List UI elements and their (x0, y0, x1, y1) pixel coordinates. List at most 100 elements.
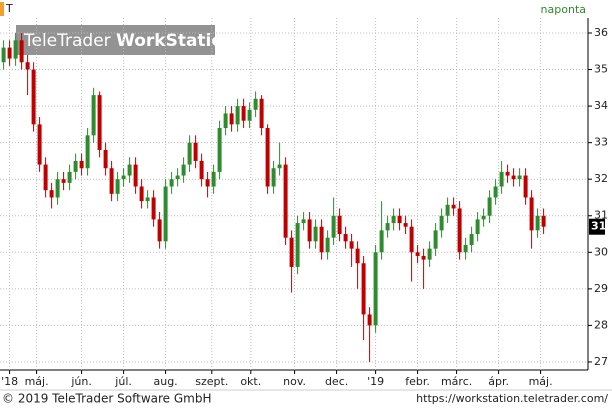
candle-body (7, 47, 12, 59)
y-tick-label: 27 (594, 355, 608, 368)
candle-body (469, 234, 474, 245)
candle-body (169, 179, 174, 187)
x-tick-label: aug. (153, 375, 177, 388)
symbol-marker: T (5, 2, 13, 15)
candle-body (187, 142, 192, 165)
candle-body (463, 244, 468, 253)
candle-body (157, 219, 162, 242)
candle-body (199, 160, 204, 180)
candle-body (151, 197, 156, 220)
candle-body (193, 142, 198, 161)
y-tick-label: 29 (594, 282, 608, 295)
candle-body (19, 40, 24, 63)
y-tick-label: 34 (594, 99, 608, 112)
candle-body (403, 223, 408, 227)
candle-body (79, 160, 84, 169)
logo: TeleTrader WorkStation (23, 31, 235, 51)
x-tick-label: máj. (529, 375, 553, 388)
candle-body (55, 179, 60, 198)
x-tick-label: febr. (405, 375, 430, 388)
candle-body (337, 215, 342, 235)
candle-body (529, 197, 534, 231)
candle-body (457, 208, 462, 253)
candle-body (499, 171, 504, 187)
candle-body (253, 98, 258, 110)
y-tick-label: 28 (594, 318, 608, 331)
candle-body (307, 219, 312, 242)
candle-body (37, 124, 42, 165)
candle-body (127, 164, 132, 176)
copyright: © 2019 TeleTrader Software GmbH (2, 392, 212, 406)
candle-body (379, 230, 384, 253)
candle-body (265, 128, 270, 187)
x-tick-label: '19 (367, 375, 384, 388)
x-tick-label: '18 (1, 375, 18, 388)
candle-body (85, 135, 90, 169)
candle-body (91, 95, 96, 136)
candle-body (511, 175, 516, 180)
candle-body (31, 69, 36, 125)
y-tick-label: 33 (594, 136, 608, 149)
candle-body (481, 215, 486, 220)
plot: 27 28 29 30 31 32 33 34 35 36 '18 máj. jún. júl. aug. s… (0, 18, 608, 388)
candle-body (139, 186, 144, 202)
candle-body (427, 248, 432, 260)
candle-body (43, 164, 48, 191)
source-url: https://workstation.teletrader.com/ (416, 392, 608, 405)
candle-body (421, 255, 426, 260)
candle-body (493, 186, 498, 198)
candle-body (283, 164, 288, 238)
candle-body (505, 171, 510, 176)
y-tick-label: 36 (594, 26, 608, 39)
candle-body (487, 197, 492, 216)
candle-body (475, 219, 480, 235)
candle-body (373, 252, 378, 326)
candle-body (1, 47, 6, 63)
candle-body (391, 215, 396, 224)
candle-body (121, 175, 126, 180)
y-tick-label: 31 (594, 209, 608, 222)
x-tick-label: nov. (283, 375, 306, 388)
candle-body (277, 164, 282, 169)
candle-body (163, 186, 168, 242)
candle-body (247, 109, 252, 121)
candle-body (355, 248, 360, 264)
candle-body (13, 40, 18, 59)
candle-body (109, 168, 114, 194)
candle-body (325, 237, 330, 253)
candle-body (541, 215, 546, 227)
x-tick-label: szept. (195, 375, 228, 388)
symbol-flag (0, 2, 4, 16)
x-tick-label: ápr. (488, 375, 509, 388)
x-tick-label: júl. (114, 375, 132, 388)
candle-body (349, 241, 354, 249)
candle-body (25, 62, 30, 70)
candle-body (523, 175, 528, 198)
logo-box (16, 25, 215, 55)
candle-body (223, 113, 228, 129)
x-tick-label: jún. (70, 375, 92, 388)
candle-body (145, 197, 150, 202)
logo-brand: TeleTrader (23, 31, 111, 51)
x-tick-label: máj. (25, 375, 49, 388)
candle-body (115, 179, 120, 194)
candle-body (259, 98, 264, 129)
candle-body (445, 204, 450, 216)
last-price-box (589, 218, 605, 235)
candle-body (535, 215, 540, 231)
candle-body (517, 175, 522, 180)
candle-body (103, 149, 108, 169)
candle-body (73, 160, 78, 172)
candle-body (415, 252, 420, 256)
candle-body (343, 234, 348, 242)
logo-product: WorkStation (116, 31, 235, 51)
last-price-label: 31 (591, 220, 606, 233)
candle-body (433, 230, 438, 249)
x-tick-label: márc. (441, 375, 472, 388)
candle-body (241, 106, 246, 121)
candle-body (205, 179, 210, 187)
candle-body (181, 164, 186, 176)
y-tick-label: 30 (594, 245, 608, 258)
y-tick-label: 32 (594, 172, 608, 185)
